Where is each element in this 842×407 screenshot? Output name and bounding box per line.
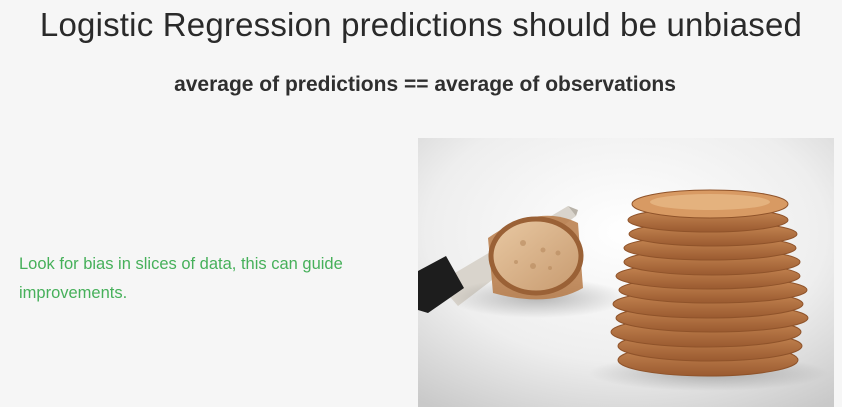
slide-note: Look for bias in slices of data, this ca… [19,255,343,302]
bread-stack-icon [588,189,828,391]
bread-loaf-icon [448,215,628,318]
slide-title: Logistic Regression predictions should b… [39,6,803,43]
bread-slices-photo [418,138,834,407]
slide-subtitle: average of predictions == average of obs… [174,73,676,96]
